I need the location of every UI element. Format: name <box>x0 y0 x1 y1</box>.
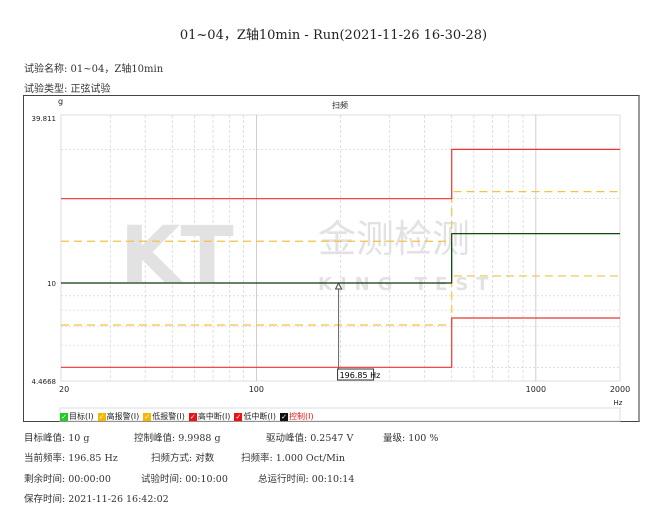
y-tick-label: 4.4668 <box>32 378 57 386</box>
legend-label: 目标(I) <box>69 412 94 421</box>
y-tick-label: 39.811 <box>32 115 57 123</box>
legend-item[interactable]: ✓ 低中断(I) <box>234 411 276 422</box>
target-peak: 目标峰值: 10 g <box>24 433 90 444</box>
watermark-en: KING TEST <box>318 274 497 295</box>
x-tick-label: 2000 <box>610 385 630 394</box>
test-name: 试验名称: 01~04，Z轴10min <box>24 64 164 75</box>
legend-item[interactable]: ✓ 控制(I) <box>280 411 314 422</box>
y-tick-label: 10 <box>47 280 56 288</box>
sweep-chart: KT 金测检测 KING TEST 196.85 Hz 扫频 g 39.811 10 4.466… <box>32 97 630 422</box>
total-run-time: 总运行时间: 00:10:14 <box>258 474 355 485</box>
control-peak: 控制峰值: 9.9988 g <box>134 433 221 444</box>
report-title: 01~04，Z轴10min - Run(2021-11-26 16-30-28) <box>179 28 488 43</box>
watermark-cn: 金测检测 <box>318 217 470 261</box>
cursor-label: 196.85 Hz <box>340 371 381 380</box>
y-axis-unit: g <box>58 97 63 106</box>
series-line-高中断 <box>61 148 620 200</box>
sweep-rate: 扫频率: 1.000 Oct/Min <box>241 453 345 464</box>
checkbox-icon[interactable]: ✓ <box>97 412 106 421</box>
test-type: 试验类型: 正弦试验 <box>24 84 111 95</box>
legend-label: 高中断(I) <box>197 412 231 421</box>
legend-label: 低中断(I) <box>243 412 277 421</box>
sweep-mode: 扫频方式: 对数 <box>151 453 215 464</box>
legend-item[interactable]: ✓ 高报警(I) <box>97 411 140 422</box>
chart-legend: ✓ 目标(I) ✓ 高报警(I) ✓ 低报警(I) ✓ 高中断(I) ✓ 低中断(I) ✓ 控制(I) <box>60 411 314 422</box>
checkbox-icon[interactable]: ✓ <box>234 412 243 421</box>
legend-label: 高报警(I) <box>106 412 140 421</box>
test-time: 试验时间: 00:10:00 <box>141 474 228 485</box>
watermark-logo: KT <box>120 211 234 301</box>
current-freq: 当前频率: 196.85 Hz <box>24 453 118 464</box>
legend-item[interactable]: ✓ 目标(I) <box>60 411 94 422</box>
series-line-低报警 <box>61 275 620 326</box>
cursor-label-box <box>337 368 375 381</box>
save-time: 保存时间: 2021-11-26 16:42:02 <box>24 494 169 505</box>
series-line-低中断 <box>61 317 620 368</box>
checkbox-icon[interactable]: ✓ <box>280 412 289 421</box>
series-line-高报警 <box>61 191 620 242</box>
drive-peak: 驱动峰值: 0.2547 V <box>266 433 354 444</box>
chart-title: 扫频 <box>332 100 348 110</box>
cursor-marker-icon <box>334 281 343 290</box>
x-tick-label: 100 <box>249 385 264 394</box>
series-line-控制 <box>61 233 620 284</box>
remaining-time: 剩余时间: 00:00:00 <box>24 474 111 485</box>
legend-label: 控制(I) <box>289 412 314 421</box>
legend-label: 低报警(I) <box>152 412 185 421</box>
legend-item[interactable]: ✓ 高中断(I) <box>188 411 231 422</box>
checkbox-icon[interactable]: ✓ <box>143 412 152 421</box>
legend-item[interactable]: ✓ 低报警(I) <box>143 411 185 422</box>
x-axis-unit: Hz <box>614 399 623 407</box>
checkbox-icon[interactable]: ✓ <box>60 412 68 421</box>
x-tick-label: 1000 <box>526 385 546 394</box>
x-tick-label: 20 <box>59 385 69 394</box>
checkbox-icon[interactable]: ✓ <box>188 412 197 421</box>
level: 量级: 100 % <box>383 433 439 444</box>
